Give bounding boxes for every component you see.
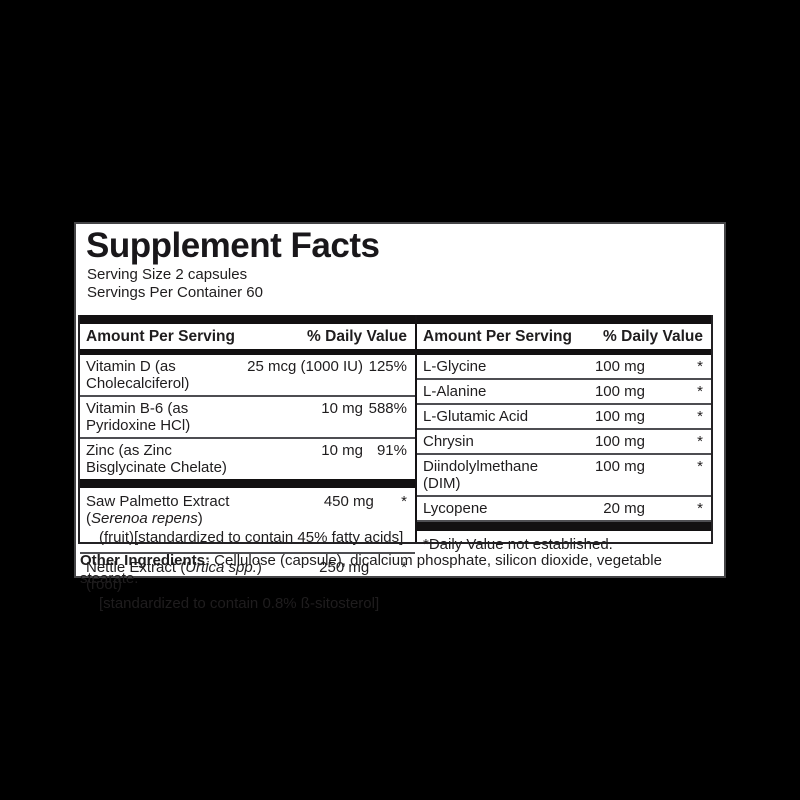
column-header-left: Amount Per Serving % Daily Value: [80, 324, 415, 349]
ingredient-standardization: [standardized to contain 0.8% ß-sitoster…: [99, 595, 380, 612]
ingredient-amount: 20 mg: [603, 500, 645, 517]
ingredient-daily-value: 91%: [376, 442, 407, 459]
ingredient-standardization: (fruit)[standardized to contain 45% fatt…: [99, 529, 404, 546]
facts-column-left: Amount Per Serving % Daily Value Vitamin…: [80, 315, 417, 612]
ingredient-daily-value: *: [697, 433, 703, 450]
ingredient-name: Zinc (as Zinc Bisglycinate Chelate): [86, 442, 227, 476]
servings-per-container: Servings Per Container 60: [87, 283, 263, 301]
table-row: L-Glutamic Acid 100 mg *: [417, 405, 711, 430]
table-row: Vitamin B-6 (as Pyridoxine HCl) 10 mg 58…: [80, 397, 415, 439]
ingredient-daily-value: *: [697, 408, 703, 425]
ingredient-name: Chrysin: [423, 433, 474, 450]
column-header-right: Amount Per Serving % Daily Value: [417, 324, 711, 349]
other-ingredients-label: Other Ingredients:: [80, 552, 211, 569]
ingredient-name: Diindolylmethane (DIM): [423, 458, 539, 492]
table-row: Zinc (as Zinc Bisglycinate Chelate) 10 m…: [80, 439, 415, 479]
ingredient-daily-value: *: [697, 458, 703, 475]
ingredient-name: L-Alanine: [423, 383, 487, 400]
table-row-botanical: Nettle Extract (Urtica spp.)(root) 250 m…: [80, 554, 415, 618]
ingredient-amount: 10 mg: [321, 442, 363, 459]
ingredient-daily-value: *: [697, 383, 703, 400]
ingredient-daily-value: *: [697, 500, 703, 517]
section-divider-bar: [80, 479, 415, 488]
section-divider-bar: [417, 522, 711, 531]
ingredient-amount: 450 mg: [323, 493, 374, 510]
daily-value-footnote: *Daily Value not established.: [423, 536, 613, 553]
ingredient-amount: 100 mg: [594, 408, 645, 425]
other-ingredients-text: Cellulose (capsule), dicalcium phosphate…: [80, 552, 662, 587]
ingredient-name: Lycopene: [423, 500, 488, 517]
header-amount-per-serving: Amount Per Serving: [86, 328, 235, 345]
header-rule-right: [417, 349, 711, 355]
ingredient-amount: 10 mg: [321, 400, 363, 417]
top-bar-right: [417, 315, 711, 324]
header-daily-value: % Daily Value: [307, 328, 407, 345]
top-bar-left: [80, 315, 415, 324]
ingredient-daily-value: 125%: [368, 358, 407, 375]
ingredient-amount: 100 mg: [594, 358, 645, 375]
ingredient-amount: 100 mg: [594, 383, 645, 400]
table-row: Diindolylmethane (DIM) 100 mg *: [417, 455, 711, 497]
supplement-facts-panel: Supplement Facts Serving Size 2 capsules…: [74, 222, 726, 612]
table-row: Chrysin 100 mg *: [417, 430, 711, 455]
ingredient-daily-value: *: [697, 358, 703, 375]
ingredient-daily-value: 588%: [368, 400, 407, 417]
ingredient-amount: 100 mg: [594, 433, 645, 450]
facts-table: Amount Per Serving % Daily Value Vitamin…: [78, 315, 713, 612]
ingredient-amount: 25 mcg (1000 IU): [247, 358, 363, 375]
ingredient-name: L-Glutamic Acid: [423, 408, 529, 425]
panel-title: Supplement Facts: [86, 226, 380, 265]
header-amount-per-serving: Amount Per Serving: [423, 328, 572, 345]
ingredient-amount: 250 mg: [319, 559, 370, 576]
header-rule-left: [80, 349, 415, 355]
serving-size: Serving Size 2 capsules: [87, 266, 248, 283]
table-row: L-Glycine 100 mg *: [417, 355, 711, 380]
ingredient-amount: 100 mg: [594, 458, 645, 475]
ingredient-name: Vitamin D (as Cholecalciferol): [86, 358, 190, 392]
ingredient-daily-value: *: [401, 559, 407, 576]
ingredient-name: Saw Palmetto Extract (Serenoa repens): [86, 493, 230, 527]
ingredient-daily-value: *: [401, 493, 407, 510]
table-row: Vitamin D (as Cholecalciferol) 25 mcg (1…: [80, 355, 415, 397]
other-ingredients: Other Ingredients: Cellulose (capsule), …: [80, 552, 713, 588]
ingredient-name: Vitamin B-6 (as Pyridoxine HCl): [86, 400, 191, 434]
table-row: Lycopene 20 mg *: [417, 497, 711, 522]
header-daily-value: % Daily Value: [603, 328, 703, 345]
facts-column-right: Amount Per Serving % Daily Value L-Glyci…: [417, 315, 711, 553]
table-row: L-Alanine 100 mg *: [417, 380, 711, 405]
ingredient-name: Nettle Extract (Urtica spp.)(root): [86, 559, 262, 593]
ingredient-name: L-Glycine: [423, 358, 487, 375]
table-row-botanical: Saw Palmetto Extract (Serenoa repens) 45…: [80, 488, 415, 554]
